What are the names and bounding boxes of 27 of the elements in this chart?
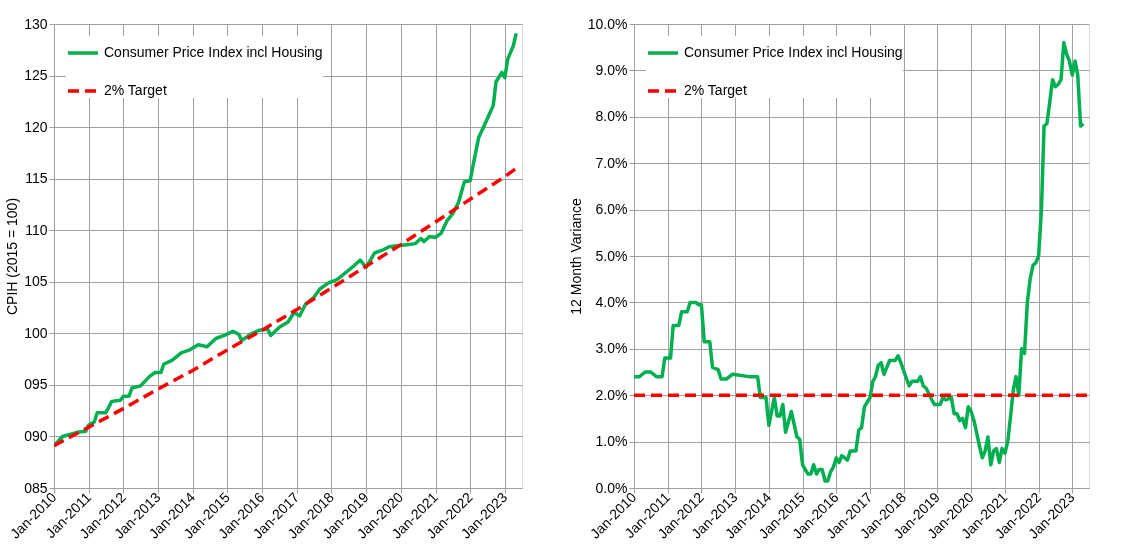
y-tick-label: 100 [24, 324, 48, 341]
y-tick-label: 2.0% [595, 386, 628, 403]
y-tick-label: 130 [24, 15, 48, 32]
line-series [634, 40, 1086, 483]
y-tick-label: 090 [24, 427, 48, 444]
y-tick-label: 095 [24, 376, 48, 393]
y-axis-title: 12 Month Variance [567, 198, 584, 315]
legend-label: Consumer Price Index incl Housing [684, 44, 903, 60]
y-tick-label: 120 [24, 118, 48, 135]
y-tick-label: 10.0% [587, 15, 628, 32]
y-tick-label: 4.0% [595, 293, 628, 310]
y-axis-title: CPIH (2015 = 100) [4, 197, 21, 316]
line-series [54, 166, 518, 448]
y-tick-label: 110 [25, 221, 48, 238]
y-tick-label: 9.0% [595, 61, 628, 78]
y-tick-label: 115 [25, 170, 48, 187]
legend-label: 2% Target [104, 82, 167, 98]
y-tick-label: 8.0% [595, 108, 628, 125]
y-tick-label: 125 [24, 67, 48, 84]
y-tick-label: 105 [24, 273, 48, 290]
y-tick-label: 7.0% [595, 154, 628, 171]
y-tick-label: 1.0% [595, 433, 628, 450]
y-tick-label: 5.0% [595, 247, 628, 264]
y-tick-label: 6.0% [595, 201, 628, 218]
legend-label: 2% Target [684, 82, 747, 98]
legend-label: Consumer Price Index incl Housing [104, 44, 323, 60]
y-tick-label: 3.0% [595, 340, 628, 357]
